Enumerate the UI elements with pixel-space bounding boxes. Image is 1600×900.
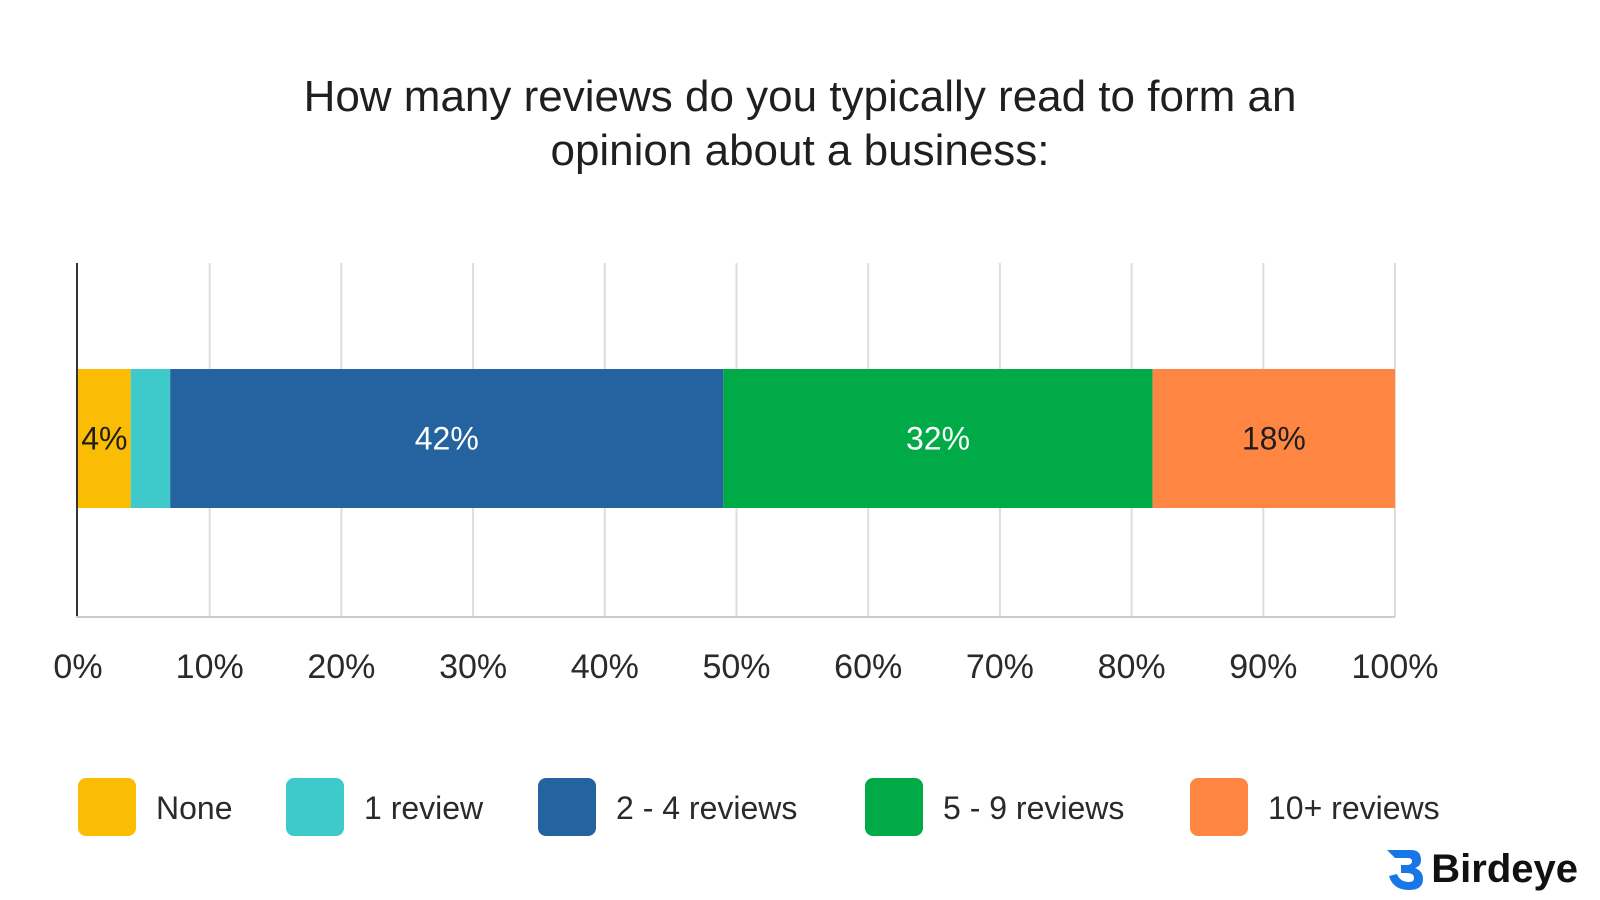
bar-segment-4 — [1152, 369, 1395, 508]
bar-segment-2 — [170, 369, 724, 508]
bar-segment-0 — [78, 369, 131, 508]
x-tick-label-0: 0% — [53, 648, 102, 686]
bar-segments — [78, 369, 1395, 508]
legend-label-1: 1 review — [364, 790, 484, 826]
x-tick-label-10: 100% — [1352, 648, 1439, 686]
bar-label-4: 18% — [1242, 421, 1306, 457]
chart-title-line-1: How many reviews do you typically read t… — [303, 72, 1297, 121]
x-tick-label-5: 50% — [702, 648, 770, 686]
brand-logo: Birdeye — [1381, 846, 1578, 892]
x-tick-label-4: 40% — [571, 648, 639, 686]
bar-label-0: 4% — [81, 421, 127, 457]
x-tick-labels: 0% 10% 20% 30% 40% 50% 60% 70% 80% 90% 100% — [53, 648, 1438, 686]
x-tick-label-8: 80% — [1098, 648, 1166, 686]
axes — [76, 263, 1395, 618]
legend-swatch-2 — [538, 778, 596, 836]
x-tick-label-9: 90% — [1229, 648, 1297, 686]
legend-swatch-0 — [78, 778, 136, 836]
legend-swatch-3 — [865, 778, 923, 836]
chart-title-line-2: opinion about a business: — [550, 126, 1050, 175]
chart-title: How many reviews do you typically read t… — [200, 70, 1400, 178]
x-tick-label-3: 30% — [439, 648, 507, 686]
legend-swatch-4 — [1190, 778, 1248, 836]
bar-segment-3 — [723, 369, 1153, 508]
legend-label-2: 2 - 4 reviews — [616, 790, 798, 826]
chart-legend: None 1 review 2 - 4 reviews 5 - 9 reviews 10… — [0, 778, 1600, 838]
x-tick-label-2: 20% — [307, 648, 375, 686]
bar-segment-1 — [130, 369, 171, 508]
legend-label-4: 10+ reviews — [1268, 790, 1440, 826]
legend-label-3: 5 - 9 reviews — [943, 790, 1125, 826]
brand-name: Birdeye — [1431, 847, 1578, 891]
birdeye-logo-icon — [1387, 850, 1424, 890]
x-tick-label-7: 70% — [966, 648, 1034, 686]
legend-swatch-1 — [286, 778, 344, 836]
bar-label-3: 32% — [906, 421, 970, 457]
x-tick-label-6: 60% — [834, 648, 902, 686]
bar-data-labels: 4% 42% 32% 18% — [81, 421, 1306, 457]
bar-label-2: 42% — [415, 421, 479, 457]
x-tick-label-1: 10% — [176, 648, 244, 686]
legend-label-0: None — [156, 790, 233, 826]
